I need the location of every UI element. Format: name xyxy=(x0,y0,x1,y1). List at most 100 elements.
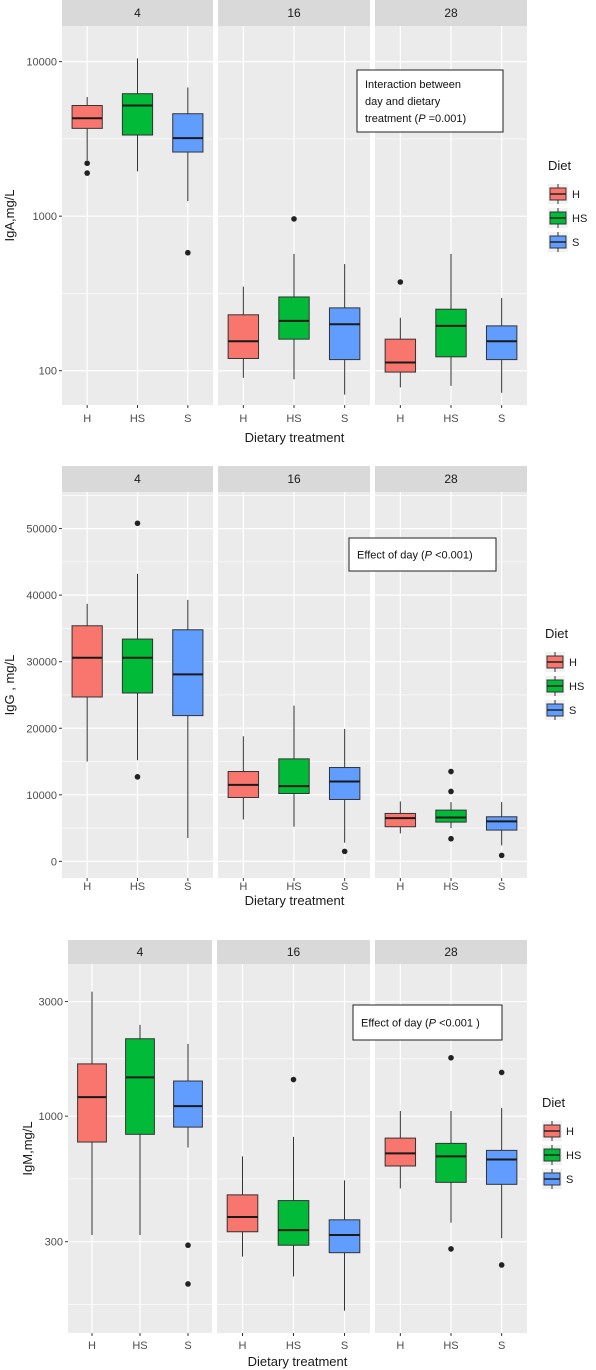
box-body xyxy=(384,1137,417,1167)
legend-label: HS xyxy=(566,1150,581,1162)
x-axis-title: Dietary treatment xyxy=(245,893,345,908)
y-tick-label: 300 xyxy=(45,1237,63,1249)
outlier-point xyxy=(185,1281,191,1287)
annotation-line: Effect of day (P <0.001 ) xyxy=(361,1018,480,1030)
box-body xyxy=(227,314,260,359)
box-HS xyxy=(121,58,154,172)
facet-16: 16 H HS S xyxy=(218,0,370,425)
x-tick-label: HS xyxy=(130,881,145,893)
y-tick-label: 3000 xyxy=(39,997,63,1009)
box-H xyxy=(384,1111,417,1189)
box-body xyxy=(485,1149,518,1185)
facet-strip xyxy=(62,0,213,26)
facet-label: 28 xyxy=(444,945,458,959)
box-HS xyxy=(278,705,310,827)
facet-strip xyxy=(375,940,527,964)
x-tick-label: HS xyxy=(286,413,301,425)
y-tick-label: 30000 xyxy=(26,657,57,669)
x-tick-label: S xyxy=(498,1340,505,1352)
box-body xyxy=(435,1142,467,1183)
outlier-point xyxy=(448,1054,454,1061)
x-tick-label: S xyxy=(184,413,191,425)
legend-label: H xyxy=(569,657,577,669)
box-body xyxy=(278,296,310,340)
box-body xyxy=(71,625,103,698)
facet-16: 16 H HS S xyxy=(218,466,370,893)
box-body xyxy=(172,113,204,153)
box-S xyxy=(485,298,518,393)
box-body xyxy=(384,338,417,373)
facet-strip xyxy=(375,466,527,492)
x-tick-label: HS xyxy=(443,881,458,893)
box-S xyxy=(173,1043,203,1287)
x-tick-label: H xyxy=(396,413,404,425)
box-H xyxy=(384,801,417,834)
box-body xyxy=(173,1080,203,1128)
facet-strip xyxy=(217,940,370,964)
annotation: Interaction between day and dietary treatm… xyxy=(356,69,504,133)
box-HS xyxy=(125,1024,155,1235)
box-body xyxy=(328,307,361,361)
legend: Diet H HS S xyxy=(545,626,584,720)
x-tick-label: H xyxy=(88,1340,96,1352)
y-axis-title: IgA,mg/L xyxy=(2,189,17,241)
x-tick-label: H xyxy=(83,881,91,893)
legend-label: H xyxy=(572,189,580,201)
outlier-point xyxy=(341,848,348,855)
x-tick-label: S xyxy=(498,413,505,425)
box-H xyxy=(227,286,260,378)
y-tick-label: 100 xyxy=(39,366,57,378)
x-tick-label: H xyxy=(239,413,247,425)
x-tick-label: HS xyxy=(286,1340,301,1352)
x-tick-label: S xyxy=(498,881,505,893)
annotation: Effect of day (P <0.001 ) xyxy=(352,1004,503,1041)
y-tick-label: 10000 xyxy=(26,57,57,69)
box-HS xyxy=(277,1076,310,1277)
box-body xyxy=(172,629,204,717)
facet-label: 16 xyxy=(287,472,301,486)
outlier-point xyxy=(448,835,454,842)
facet-28: 28 H HS S xyxy=(375,0,527,425)
x-tick-label: H xyxy=(239,881,247,893)
annotation-line: day and dietary xyxy=(365,96,441,108)
legend-label: S xyxy=(569,705,576,717)
x-tick-label: S xyxy=(184,1340,191,1352)
legend-label: S xyxy=(566,1174,573,1186)
legend: Diet H HS S xyxy=(548,158,587,252)
annotation-box xyxy=(356,69,504,133)
box-HS xyxy=(435,253,467,386)
facet-label: 16 xyxy=(287,945,301,959)
x-tick-label: H xyxy=(396,1340,404,1352)
legend-label: HS xyxy=(569,681,584,693)
annotation-box xyxy=(348,537,497,572)
annotation-box xyxy=(352,1004,503,1041)
box-body xyxy=(226,1194,259,1233)
box-body xyxy=(485,325,518,361)
box-body xyxy=(435,308,467,358)
box-HS xyxy=(435,768,467,842)
box-body xyxy=(121,638,154,694)
x-tick-label: HS xyxy=(132,1340,147,1352)
box-S xyxy=(172,87,204,256)
outlier-point xyxy=(290,1076,297,1083)
annotation: Effect of day (P <0.001) xyxy=(348,537,497,572)
legend-label: H xyxy=(566,1126,574,1138)
x-tick-label: H xyxy=(239,1340,247,1352)
outlier-point xyxy=(185,1242,191,1249)
box-body xyxy=(125,1038,155,1135)
box-body xyxy=(71,105,103,129)
x-tick-label: HS xyxy=(443,1340,458,1352)
box-H xyxy=(226,1156,259,1257)
facet-4: 4 H HS S xyxy=(62,0,213,425)
box-S xyxy=(328,1180,361,1311)
legend-title: Diet xyxy=(548,158,572,173)
box-S xyxy=(485,802,518,859)
x-tick-label: H xyxy=(396,881,404,893)
x-tick-label: H xyxy=(83,413,91,425)
x-tick-label: HS xyxy=(286,881,301,893)
box-H xyxy=(71,97,103,176)
box-body xyxy=(435,809,467,823)
